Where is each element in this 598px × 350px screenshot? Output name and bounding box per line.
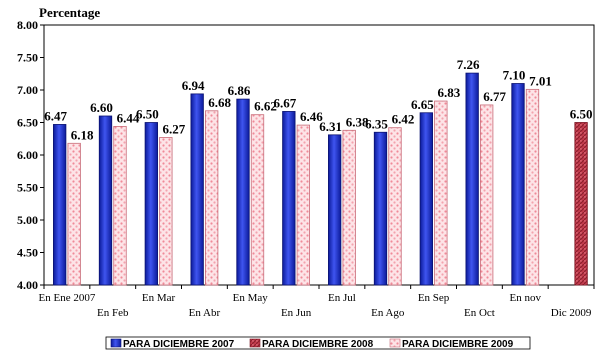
x-tick-label: En Jun: [281, 307, 312, 319]
x-tick-label: En Ene 2007: [39, 292, 96, 304]
data-label: 6.42: [392, 112, 415, 127]
y-tick-label: 5.50: [17, 181, 38, 195]
data-label: 6.67: [273, 95, 296, 110]
x-tick-label: En May: [233, 292, 269, 304]
bar-0-5: [282, 111, 296, 286]
data-label: 6.62: [254, 99, 277, 114]
y-tick-labels: 4.00 4.50 5.00 5.50 6.00 6.50 7.00 7.50 8.00: [17, 18, 38, 292]
y-tick-label: 5.00: [17, 213, 38, 227]
bar-0-6: [328, 134, 342, 286]
bar-2-2: [159, 137, 173, 286]
data-label: 7.26: [457, 57, 480, 72]
bar-2-3: [205, 110, 219, 286]
bar-0-7: [373, 131, 388, 286]
data-label: 6.65: [411, 97, 434, 112]
legend-label-1: PARA DICIEMBRE 2008: [262, 339, 374, 350]
x-tick-label: En Abr: [189, 307, 221, 319]
data-label: 6.60: [90, 100, 113, 115]
data-label: 6.50: [570, 107, 593, 122]
bar-0-9: [465, 72, 479, 286]
x-tick-label: En Ago: [371, 307, 405, 319]
legend-box: [105, 336, 531, 350]
data-label: 6.86: [228, 83, 251, 98]
y-tick-label: 7.00: [17, 83, 38, 97]
bar-0-0: [53, 124, 67, 286]
x-tick-label: En nov: [510, 292, 542, 304]
bar-2-10: [525, 88, 540, 286]
data-label: 6.35: [365, 116, 388, 131]
bar-2-4: [250, 114, 265, 286]
data-label: 6.77: [483, 89, 506, 104]
legend-swatch-2: [389, 338, 401, 348]
legend-swatch-0: [110, 338, 122, 348]
y-tick-label: 8.00: [17, 18, 38, 32]
x-tick-label: En Oct: [464, 307, 495, 319]
x-tick-label: Dic 2009: [551, 307, 592, 319]
data-label: 7.10: [503, 68, 526, 83]
bar-2-8: [434, 100, 448, 286]
legend-swatch-1: [249, 338, 261, 348]
bar-0-8: [419, 112, 433, 286]
legend-label-0: PARA DICIEMBRE 2007: [123, 339, 235, 350]
bar-0-1: [98, 115, 113, 286]
y-tick-label: 6.50: [17, 116, 38, 130]
data-label: 6.47: [44, 108, 67, 123]
bar-0-2: [144, 122, 158, 286]
data-label: 6.38: [346, 114, 369, 129]
bar-2-1: [113, 126, 127, 286]
data-label: 6.44: [117, 110, 140, 125]
legend: PARA DICIEMBRE 2007 PARA DICIEMBRE 2008 PA…: [105, 336, 531, 350]
bar-0-4: [236, 98, 250, 286]
bar-1-11: [574, 122, 588, 286]
bar-2-9: [480, 104, 494, 286]
data-label: 6.46: [300, 109, 323, 124]
x-tick-label: En Sep: [418, 292, 450, 304]
bars: [53, 72, 588, 286]
data-labels: 6.476.186.606.446.506.276.946.686.866.62…: [44, 57, 592, 142]
x-tick-label: En Feb: [97, 307, 129, 319]
bar-0-3: [190, 93, 204, 286]
data-label: 7.01: [529, 73, 552, 88]
data-label: 6.18: [71, 127, 94, 142]
axes: [40, 24, 595, 289]
x-tick-label: En Jul: [328, 292, 356, 304]
bar-2-7: [388, 127, 402, 286]
y-tick-label: 4.50: [17, 246, 38, 260]
bar-2-0: [67, 142, 81, 286]
bar-2-5: [296, 124, 310, 286]
bar-0-10: [511, 83, 525, 286]
y-tick-label: 6.00: [17, 148, 38, 162]
y-axis-label: Percentage: [39, 5, 100, 20]
x-tick-label: En Mar: [142, 292, 176, 304]
data-label: 6.27: [162, 121, 185, 136]
data-label: 6.83: [437, 85, 460, 100]
y-tick-label: 4.00: [17, 278, 38, 292]
bar-2-6: [342, 129, 356, 286]
data-label: 6.31: [319, 119, 342, 134]
y-tick-label: 7.50: [17, 51, 38, 65]
legend-label-2: PARA DICIEMBRE 2009: [402, 339, 514, 350]
data-label: 6.50: [136, 107, 159, 122]
data-label: 6.94: [182, 78, 205, 93]
data-label: 6.68: [208, 95, 231, 110]
